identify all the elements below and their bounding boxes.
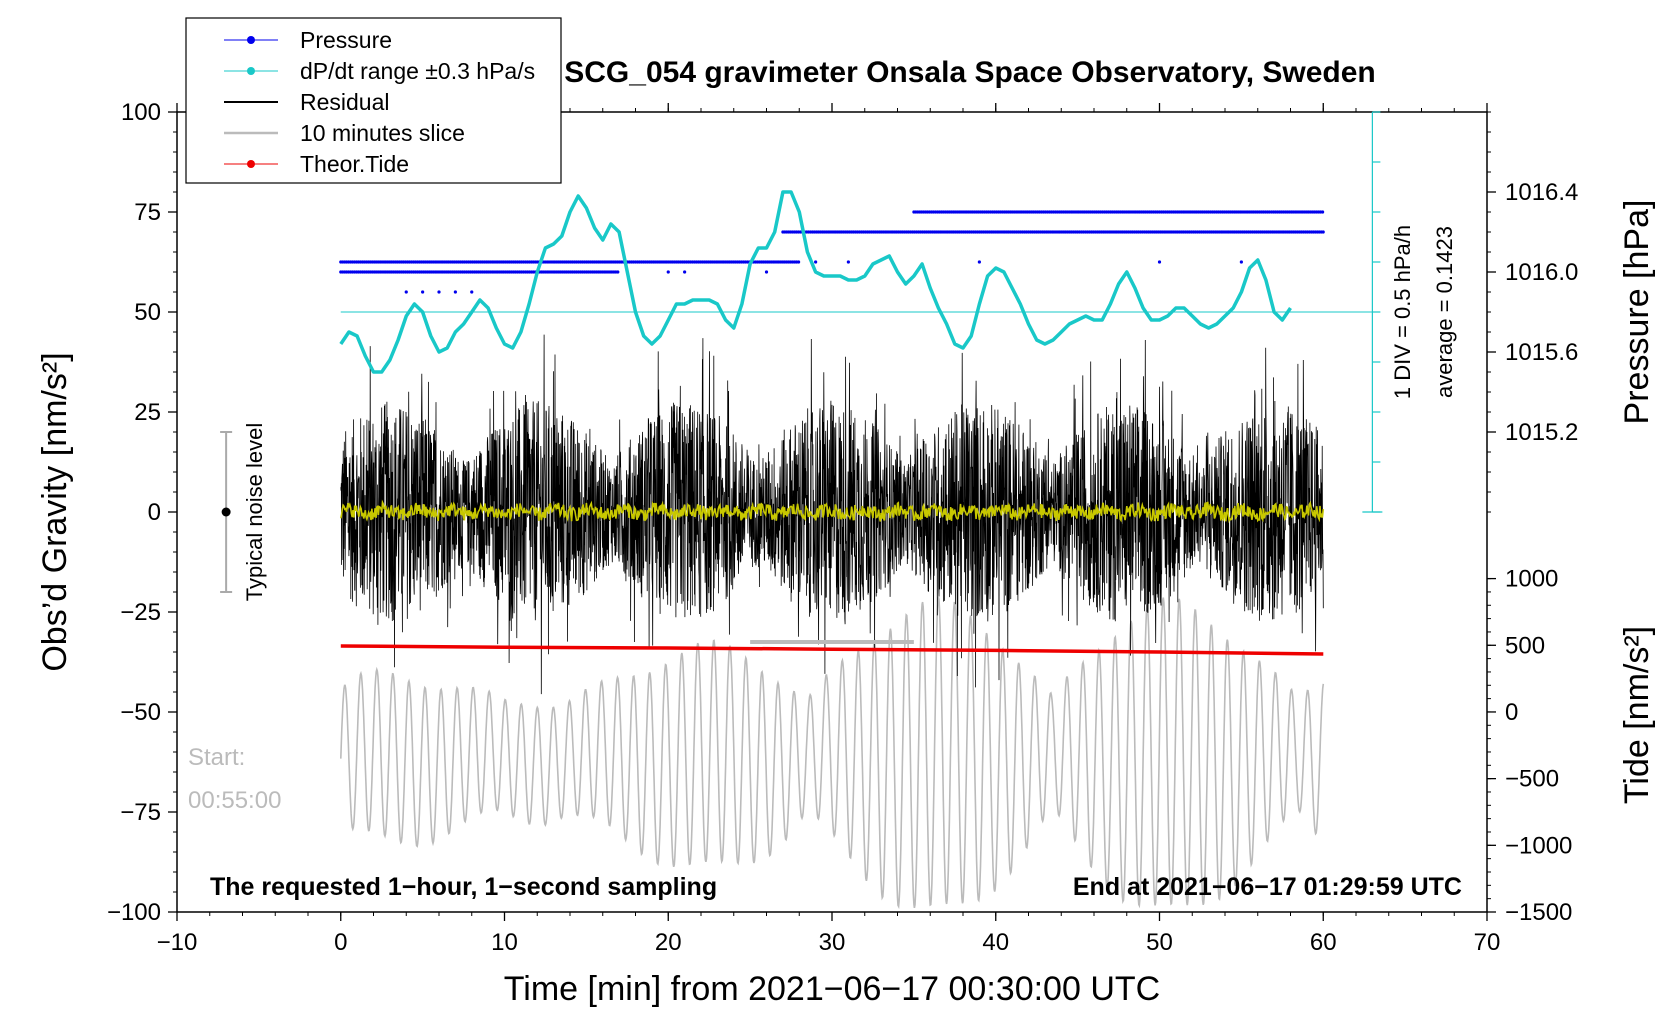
pressure-tick-label: 1015.2	[1505, 419, 1578, 446]
y-tick-label: 100	[121, 99, 161, 126]
pressure-dot	[1157, 260, 1162, 264]
y-axis-label-tide: Tide [nm/s²]	[1618, 626, 1656, 804]
x-tick-label: −10	[157, 929, 198, 956]
tide-tick-label: −1500	[1505, 899, 1572, 926]
residual-smoothed-line	[340, 499, 1325, 524]
x-tick-label: 60	[1310, 929, 1337, 956]
pressure-dot	[814, 260, 818, 264]
pressure-dot	[421, 290, 425, 294]
dpdt-layer	[339, 190, 1292, 374]
theor-tide-line	[340, 644, 1324, 656]
noise-indicator	[220, 431, 233, 593]
tide-tick-label: 0	[1505, 699, 1518, 726]
pressure-dot	[683, 270, 687, 274]
legend-label-tide: Theor.Tide	[300, 151, 409, 177]
bottom-right-note: End at 2021−06−17 01:29:59 UTC	[1073, 873, 1462, 901]
x-tick-label: 0	[334, 929, 347, 956]
dpdt-scale-bar	[1362, 111, 1383, 513]
x-axis-label: Time [min] from 2021−06−17 00:30:00 UTC	[504, 970, 1160, 1008]
y-axis-pressure: 1015.2 1015.6 1016.0 1016.4	[1487, 111, 1578, 513]
tide-slice-line	[340, 596, 1325, 910]
legend: Pressure dP/dt range ±0.3 hPa/s Residual…	[185, 17, 562, 184]
y-tick-label: −50	[120, 699, 161, 726]
dpdt-line	[339, 190, 1292, 374]
y-tick-label: −25	[120, 599, 161, 626]
x-tick-label: 40	[982, 929, 1009, 956]
legend-label-slice: 10 minutes slice	[300, 120, 465, 146]
pressure-tick-label: 1016.4	[1505, 179, 1578, 206]
pressure-dot	[846, 260, 850, 264]
noise-level-label: Typical noise level	[242, 423, 267, 602]
start-time: 00:55:00	[188, 787, 281, 814]
bottom-left-note: The requested 1−hour, 1−second sampling	[210, 873, 717, 901]
pressure-dot	[764, 270, 769, 274]
x-tick-label: 10	[491, 929, 518, 956]
pressure-tick-label: 1015.6	[1505, 339, 1578, 366]
theor-tide-layer	[340, 640, 1324, 656]
y-tick-label: −75	[120, 799, 161, 826]
x-tick-label: 20	[655, 929, 682, 956]
legend-label-residual: Residual	[300, 89, 390, 115]
pressure-dots-layer	[339, 210, 1325, 294]
pressure-dot	[666, 270, 670, 274]
pressure-dot	[1239, 260, 1243, 264]
y-tick-label: 25	[134, 399, 161, 426]
x-tick-label: 50	[1146, 929, 1173, 956]
pressure-dot	[797, 260, 801, 264]
pressure-dot	[453, 290, 457, 294]
pressure-dot	[1321, 210, 1325, 214]
scale-average-label: average = 0.1423	[1432, 226, 1457, 398]
pressure-dot	[404, 290, 408, 294]
legend-marker-dpdt	[247, 67, 255, 75]
y-axis-left: −100 −75 −50 −25 0 25 50 75 100	[107, 99, 177, 926]
tide-tick-label: 1000	[1505, 566, 1558, 593]
y-axis-label-pressure: Pressure [hPa]	[1618, 200, 1656, 425]
y-axis-label-left: Obs’d Gravity [nm/s²]	[36, 352, 74, 671]
legend-marker-tide	[247, 160, 255, 168]
tide-tick-label: −500	[1505, 766, 1559, 793]
x-tick-label: 30	[819, 929, 846, 956]
y-tick-label: 50	[134, 299, 161, 326]
legend-label-dpdt: dP/dt range ±0.3 hPa/s	[300, 58, 535, 84]
residual-line	[340, 334, 1324, 695]
pressure-dot	[1321, 230, 1325, 234]
legend-marker-pressure	[247, 36, 255, 44]
chart-title: SCG_054 gravimeter Onsala Space Observat…	[564, 56, 1376, 89]
y-tick-label: −100	[107, 899, 161, 926]
x-axis: −10 0 10 20 30 40 50 60 70	[157, 103, 1501, 956]
noise-center-dot	[221, 507, 231, 517]
pressure-dot	[977, 260, 981, 264]
tide-slice-layer	[340, 596, 1325, 910]
tide-tick-label: 500	[1505, 632, 1545, 659]
pressure-dot	[470, 290, 474, 294]
y-tick-label: 0	[148, 499, 161, 526]
legend-box	[185, 17, 562, 184]
scale-div-label: 1 DIV = 0.5 hPa/h	[1390, 225, 1415, 399]
y-axis-tide: −1500 −1000 −500 0 500 1000	[1487, 566, 1572, 926]
start-label: Start:	[188, 744, 245, 771]
legend-label-pressure: Pressure	[300, 27, 392, 53]
tide-tick-label: −1000	[1505, 832, 1572, 859]
x-tick-label: 70	[1474, 929, 1501, 956]
y-tick-label: 75	[134, 199, 161, 226]
pressure-dot	[437, 290, 441, 294]
residual-layer	[340, 334, 1325, 695]
pressure-dot	[616, 270, 620, 274]
pressure-tick-label: 1016.0	[1505, 259, 1578, 286]
